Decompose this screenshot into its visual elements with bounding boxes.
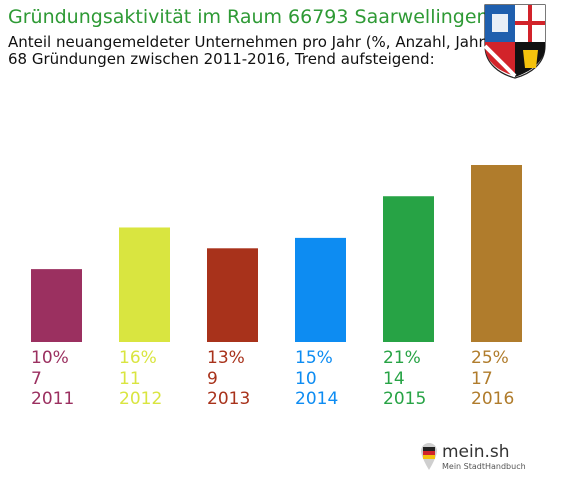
percent-label-2016: 25% [471, 348, 509, 368]
bar-2013 [207, 248, 258, 342]
count-label-2016: 17 [471, 369, 493, 389]
percent-label-2015: 21% [383, 348, 421, 368]
year-label-2013: 2013 [207, 389, 250, 409]
percent-label-2012: 16% [119, 348, 157, 368]
count-label-2013: 9 [207, 369, 218, 389]
brand-logo: mein.sh Mein StadtHandbuch [416, 440, 536, 476]
count-label-2014: 10 [295, 369, 317, 389]
year-label-2014: 2014 [295, 389, 338, 409]
count-label-2011: 7 [31, 369, 42, 389]
percent-label-2011: 10% [31, 348, 69, 368]
subtitle-line-1: Anteil neuangemeldeter Unternehmen pro J… [8, 33, 491, 51]
chart-subtitle: Anteil neuangemeldeter Unternehmen pro J… [8, 34, 491, 68]
year-label-2016: 2016 [471, 389, 514, 409]
chart-title: Gründungsaktivität im Raum 66793 Saarwel… [8, 6, 489, 28]
percent-label-2014: 15% [295, 348, 333, 368]
year-label-2015: 2015 [383, 389, 426, 409]
bar-2014 [295, 237, 346, 342]
bar-2015 [383, 196, 434, 342]
bar-2011 [31, 269, 82, 342]
bar-2012 [119, 227, 170, 342]
coat-of-arms-icon [483, 4, 546, 79]
year-label-2011: 2011 [31, 389, 74, 409]
percent-label-2013: 13% [207, 348, 245, 368]
count-label-2012: 11 [119, 369, 141, 389]
year-label-2012: 2012 [119, 389, 162, 409]
brand-tagline: Mein StadtHandbuch [442, 462, 526, 471]
bar-2016 [471, 165, 522, 342]
count-label-2015: 14 [383, 369, 405, 389]
subtitle-line-2: 68 Gründungen zwischen 2011-2016, Trend … [8, 50, 435, 68]
map-pin-icon [421, 443, 437, 470]
brand-name: mein.sh [442, 442, 510, 462]
